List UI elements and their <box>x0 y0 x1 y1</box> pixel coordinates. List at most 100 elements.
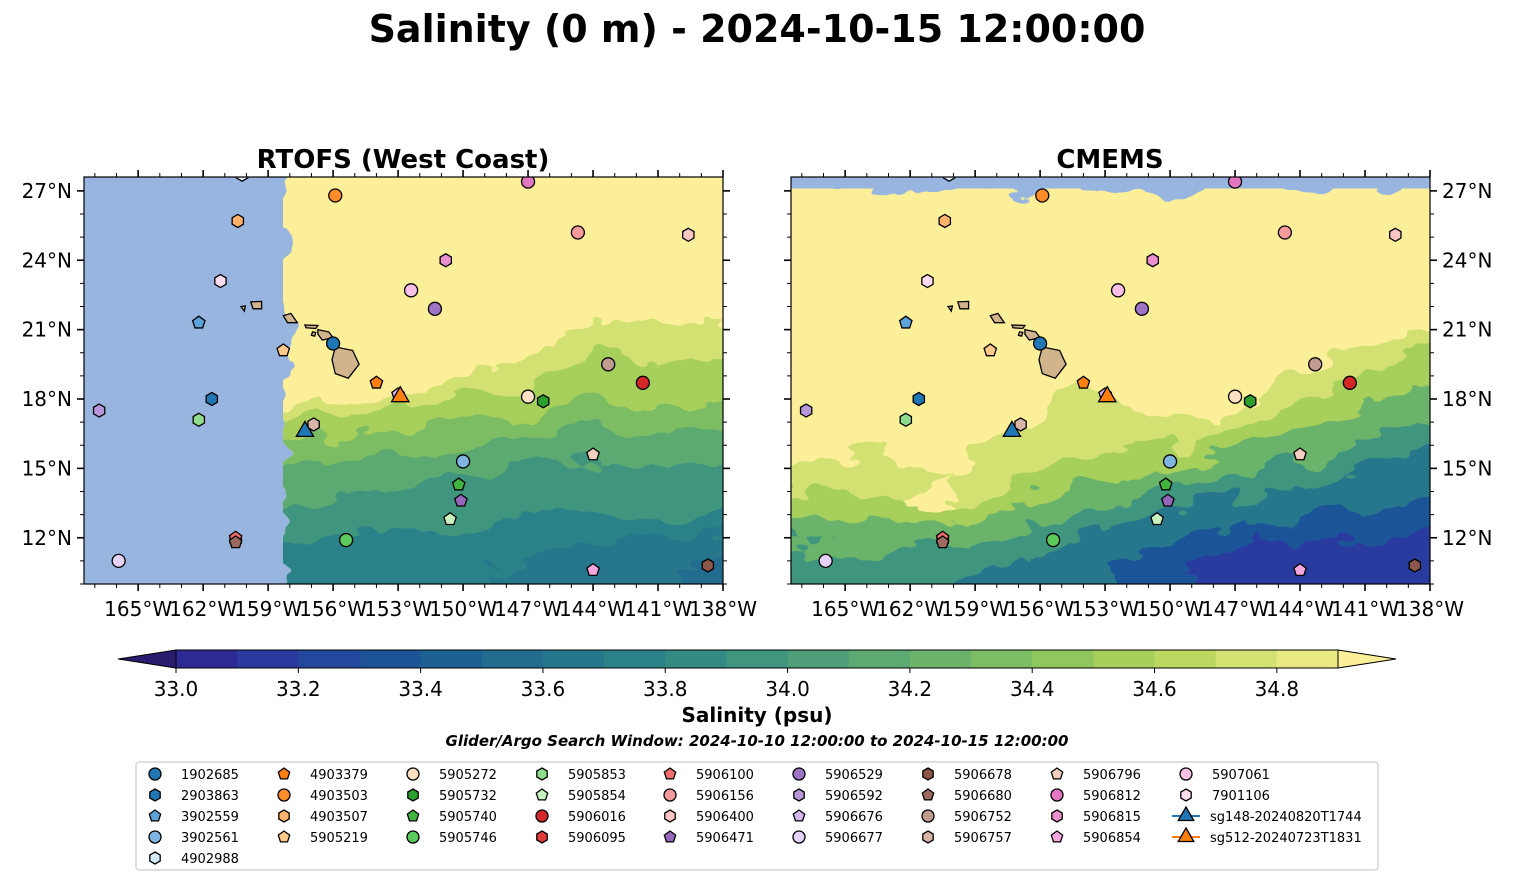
float-markers <box>799 177 1422 577</box>
island-shape <box>331 346 360 379</box>
legend-marker <box>792 809 806 822</box>
float-marker-5906757 <box>1014 417 1027 432</box>
float-marker-5905732 <box>1243 394 1257 409</box>
legend-marker <box>148 830 162 844</box>
legend-box <box>135 761 1379 871</box>
legend-label: 4903507 <box>310 810 368 825</box>
legend-label: 3902559 <box>181 810 239 825</box>
colorbar-tick-label: 34.6 <box>1132 677 1177 701</box>
legend-marker <box>148 809 162 822</box>
y-tick-label: 15°N <box>22 456 72 480</box>
float-marker-3902561 <box>455 454 471 469</box>
island-shape <box>249 300 263 310</box>
float-marker-5905219 <box>983 343 998 357</box>
legend-marker <box>406 830 420 844</box>
figure-title: Salinity (0 m) - 2024-10-15 12:00:00 <box>369 7 1146 51</box>
legend-marker <box>663 788 677 802</box>
legend-label: 5906677 <box>825 831 883 846</box>
float-marker-5906529 <box>1134 301 1150 316</box>
float-marker-5906471 <box>453 493 468 507</box>
float-marker-5906680 <box>228 535 243 549</box>
legend-label: 4902988 <box>181 852 239 867</box>
float-marker-5905746 <box>1045 532 1061 548</box>
legend-marker <box>277 788 291 802</box>
float-marker-5906815 <box>1146 252 1160 268</box>
legend-marker <box>663 830 677 843</box>
legend-label: 5907061 <box>1212 768 1270 783</box>
colorbar: 33.0 33.2 33.4 33.6 33.8 34.0 34.2 34.4 34.6 34.8 <box>117 649 1397 701</box>
panel-title-rtofs: RTOFS (West Coast) <box>257 145 550 175</box>
legend-marker <box>922 767 934 781</box>
legend-marker <box>792 830 806 844</box>
x-tick-label: 144°W <box>1266 597 1334 621</box>
colorbar-level <box>1215 650 1278 668</box>
colorbar-level <box>298 650 361 668</box>
legend-marker <box>664 809 676 823</box>
x-tick-label: 162°W <box>169 597 237 621</box>
float-marker-5906854 <box>586 562 600 577</box>
legend-marker <box>406 767 420 781</box>
legend-label: 5906678 <box>954 768 1012 783</box>
legend-marker <box>148 767 162 781</box>
legend-marker <box>536 830 548 844</box>
legend-marker <box>922 830 934 844</box>
colorbar-level <box>420 650 483 668</box>
legend-label: 4903503 <box>310 789 368 804</box>
y-tick-label: 18°N <box>22 387 72 411</box>
float-marker-5905732 <box>536 394 550 409</box>
legend-label: sg148-20240820T1744 <box>1210 810 1362 825</box>
axis-ticks: 165°W162°W159°W156°W153°W150°W147°W144°W… <box>22 170 757 621</box>
float-marker-5905746 <box>338 532 354 548</box>
x-tick-label: 150°W <box>1136 597 1204 621</box>
legend-label: 5905272 <box>439 768 497 783</box>
float-marker-5906752 <box>1308 357 1323 372</box>
x-tick-label: 159°W <box>941 597 1009 621</box>
colorbar-label: Salinity (psu) <box>681 703 832 727</box>
legend-label: 5906100 <box>696 768 754 783</box>
legend-label: 5906156 <box>696 789 754 804</box>
x-tick-label: 159°W <box>234 597 302 621</box>
float-marker-5906677 <box>111 553 126 569</box>
float-marker-5906400 <box>682 227 695 243</box>
legend-label: 5905853 <box>568 768 626 783</box>
legend-label: 5906752 <box>954 810 1012 825</box>
float-marker-5905854 <box>443 511 458 526</box>
legend-marker <box>1050 788 1064 802</box>
float-marker-5906680 <box>935 535 950 549</box>
float-marker-7901106 <box>921 273 934 289</box>
float-marker-3902559 <box>898 315 913 329</box>
float-marker-5906016 <box>635 375 651 390</box>
search-window-text: Glider/Argo Search Window: 2024-10-10 12… <box>446 732 1069 750</box>
legend-marker <box>407 788 419 802</box>
x-tick-label: 156°W <box>299 597 367 621</box>
float-marker-5905740 <box>451 477 466 491</box>
legend-marker <box>1177 805 1195 822</box>
colorbar-tick-label: 33.4 <box>398 677 443 701</box>
map-frame <box>790 176 1431 585</box>
panel-title-cmems: CMEMS <box>1056 145 1163 175</box>
y-tick-label: 18°N <box>1442 387 1492 411</box>
float-marker-2903863 <box>205 391 219 407</box>
legend-label: 5905740 <box>439 810 497 825</box>
x-tick-label: 150°W <box>429 597 497 621</box>
legend-label: 7901106 <box>1212 789 1270 804</box>
float-marker-5906678 <box>1408 558 1422 573</box>
island-shape <box>303 324 320 330</box>
legend-label: 5905746 <box>439 831 497 846</box>
colorbar-level <box>971 650 1033 668</box>
legend-label: 5906529 <box>825 768 883 783</box>
y-tick-label: 12°N <box>1442 526 1492 550</box>
colorbar-level <box>848 650 911 668</box>
float-marker-4902988 <box>942 177 956 182</box>
colorbar-level <box>1032 650 1094 668</box>
island-shape <box>1038 346 1067 379</box>
legend-marker <box>535 788 549 801</box>
map-panel-rtofs: RTOFS (West Coast) 165°W162°W159°W156°W1… <box>22 145 758 621</box>
hawaiian-islands <box>239 300 360 379</box>
float-marker-5906678 <box>701 558 715 573</box>
x-tick-label: 153°W <box>364 597 432 621</box>
float-marker-4903379 <box>369 375 384 389</box>
y-tick-label: 21°N <box>22 318 72 342</box>
legend-marker <box>1050 767 1064 780</box>
